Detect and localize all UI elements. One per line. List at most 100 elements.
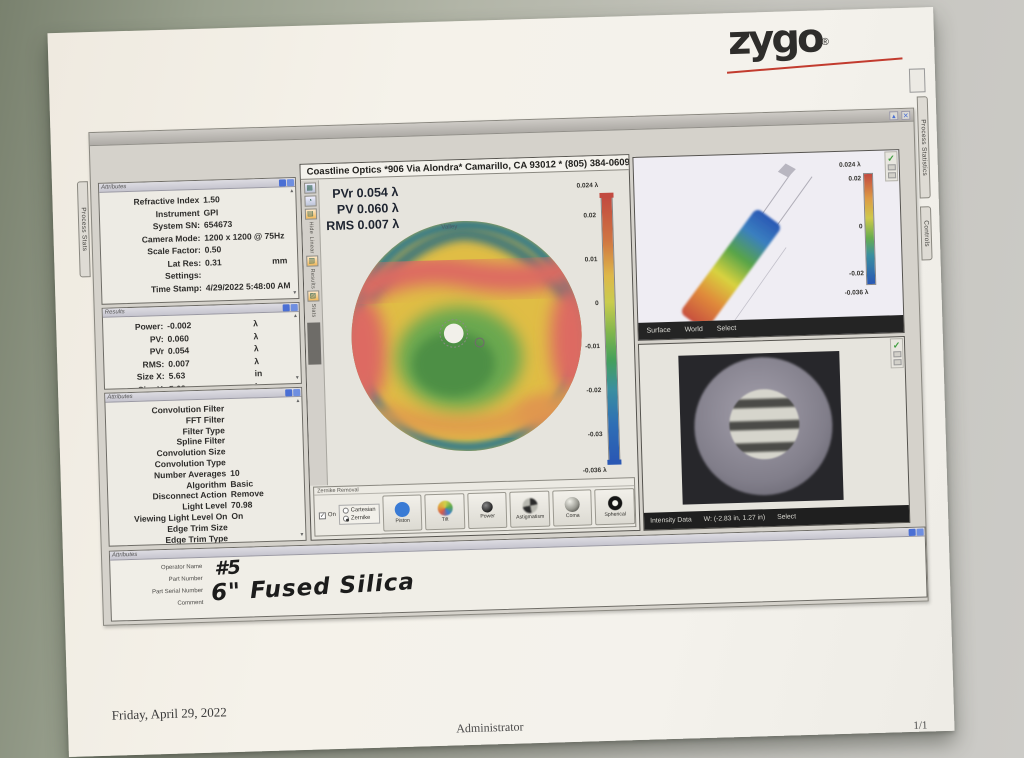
button-label: Power [480, 513, 496, 520]
radio-icon[interactable] [342, 507, 349, 514]
scroll-down-icon[interactable]: ▼ [294, 374, 300, 382]
attr-value: 0.50 [204, 244, 222, 255]
radio-icon-selected[interactable] [342, 515, 350, 522]
panel-collapse-icon[interactable] [282, 304, 290, 312]
tool-icon[interactable] [893, 359, 902, 366]
tick-label: 0.01 [584, 255, 598, 264]
tool-icon[interactable] [892, 351, 901, 358]
tool-icon[interactable] [887, 164, 896, 171]
palette-tool-icon[interactable]: ▤ [304, 208, 317, 220]
document-tab-icon[interactable] [908, 68, 926, 93]
spherical-button[interactable]: Spherical [594, 488, 636, 526]
tab-process-statistics[interactable]: Process Statistics [916, 96, 931, 199]
menu-surface[interactable]: Surface [646, 326, 671, 335]
scroll-down-icon[interactable]: ▼ [299, 531, 305, 539]
coma-button[interactable]: Coma [552, 489, 593, 527]
astigmatism-icon [522, 497, 538, 514]
menu-world[interactable]: World [684, 325, 703, 334]
tab-process-stats-left[interactable]: Process Stats [76, 181, 91, 278]
radio-label: Cartesian [350, 506, 376, 514]
result-unit: λ [253, 330, 259, 341]
piston-icon [394, 501, 411, 518]
zygo-logo-text: zygo [727, 15, 823, 65]
colorbar-max-label: 0.024 λ [576, 182, 599, 190]
colorbar-3d-min: -0.036 λ [844, 289, 869, 297]
stats-tool-icon[interactable]: ▨ [306, 290, 320, 302]
button-label: Spherical [604, 511, 627, 518]
result-value: 5.63 [168, 382, 186, 389]
printed-page: zygo® ▴ ✕ Process Stats Process Statisti… [47, 7, 955, 757]
scroll-up-icon[interactable]: ▲ [295, 397, 301, 405]
hide-label[interactable]: Hide [307, 221, 315, 235]
button-label: Piston [395, 517, 410, 525]
valley-label: Valley [441, 224, 458, 231]
button-label: Coma [565, 512, 580, 520]
results-label[interactable]: Results [309, 268, 316, 289]
intensity-label: Intensity Data [650, 516, 692, 525]
spherical-icon [607, 495, 623, 511]
tick-label: 0 [858, 222, 863, 230]
tick-label: 0.02 [583, 212, 597, 220]
panel-collapse-icon[interactable] [278, 179, 287, 187]
scroll-up-icon[interactable]: ▲ [292, 312, 299, 320]
zernike-on-checkbox[interactable]: ✓ On [318, 511, 336, 519]
result-value: 5.63 [168, 370, 186, 381]
handwritten-part-number: #5 [213, 556, 242, 581]
panel-collapse-icon[interactable] [285, 389, 293, 397]
result-unit: in [254, 368, 263, 379]
attr-label: Time Stamp: [150, 282, 202, 294]
panel-close-icon[interactable] [290, 303, 298, 312]
plot-toolbar: ▦ ◔ ▤ Hide Linear ▥ Results ▨ Stats [300, 180, 328, 486]
intensity-image[interactable] [678, 350, 844, 505]
menu-select[interactable]: Select [716, 324, 737, 333]
panel-results: Results Power: -0.002 λ PV: 0.060 λ PVr 0.054… [101, 301, 302, 390]
astigmatism-button[interactable]: Astigmatism [509, 490, 551, 528]
tilt-icon [437, 500, 453, 516]
panel-collapse-icon[interactable] [908, 528, 916, 536]
power-button[interactable]: Power [467, 491, 508, 530]
apply-check-icon[interactable]: ✓ [887, 153, 895, 164]
checkbox-label: On [327, 511, 336, 519]
tick-label: -0.02 [586, 387, 602, 395]
apply-check-icon[interactable]: ✓ [892, 340, 901, 351]
tool-icon[interactable] [887, 172, 896, 179]
panel-close-icon[interactable] [286, 179, 295, 187]
print-user: Administrator [456, 719, 524, 736]
intensity-panel: ✓ Intensity Data W: (-2.83 in, 1.27 in) … [637, 336, 911, 531]
registered-mark: ® [821, 36, 830, 49]
tilt-button[interactable]: Tilt [424, 493, 466, 531]
panel-close-icon[interactable] [293, 388, 301, 397]
colorbar-min-label: -0.036 λ [582, 466, 607, 475]
radio-cartesian[interactable]: Cartesian [342, 506, 376, 514]
piston-button[interactable]: Piston [382, 494, 423, 532]
zernike-removal-panel: Zernike Removal ✓ On Cartesian Zernike P… [313, 477, 637, 537]
attr-value: On [231, 510, 244, 522]
checkbox-icon[interactable]: ✓ [318, 511, 326, 519]
panel-close-icon[interactable] [916, 528, 924, 536]
tab-controls[interactable]: Controls [919, 206, 933, 261]
panel-title: Attributes [111, 551, 138, 559]
menu-select[interactable]: Select [777, 513, 797, 521]
cursor-coordinates: W: (-2.83 in, 1.27 in) [703, 514, 766, 524]
zoom-tool-icon[interactable]: ◔ [303, 195, 317, 207]
linear-label[interactable]: Linear [308, 235, 315, 254]
mask-tool-icon[interactable]: ▦ [303, 182, 316, 194]
results-tool-icon[interactable]: ▥ [305, 254, 318, 267]
intensity-statusbar: Intensity Data W: (-2.83 in, 1.27 in) Se… [643, 504, 910, 530]
toolbar-spacer [307, 322, 322, 365]
result-value: -0.002 [167, 320, 192, 331]
close-icon[interactable]: ✕ [901, 110, 911, 121]
window-titlebar[interactable]: ▴ ✕ [89, 108, 914, 147]
scroll-down-icon[interactable]: ▼ [292, 290, 298, 297]
result-unit: λ [254, 355, 260, 366]
page-number: 1/1 [913, 719, 928, 732]
surface-3d-view[interactable] [633, 150, 903, 323]
stats-label[interactable]: Stats [310, 303, 317, 318]
zernike-mode-group: Cartesian Zernike [338, 503, 380, 525]
surface-heatmap[interactable]: Valley [345, 215, 588, 458]
minimize-icon[interactable]: ▴ [889, 111, 899, 121]
attr-value: Basic [230, 477, 254, 489]
attr-value: 10 [229, 467, 240, 478]
scroll-up-icon[interactable]: ▲ [289, 188, 295, 195]
radio-zernike[interactable]: Zernike [342, 515, 376, 522]
